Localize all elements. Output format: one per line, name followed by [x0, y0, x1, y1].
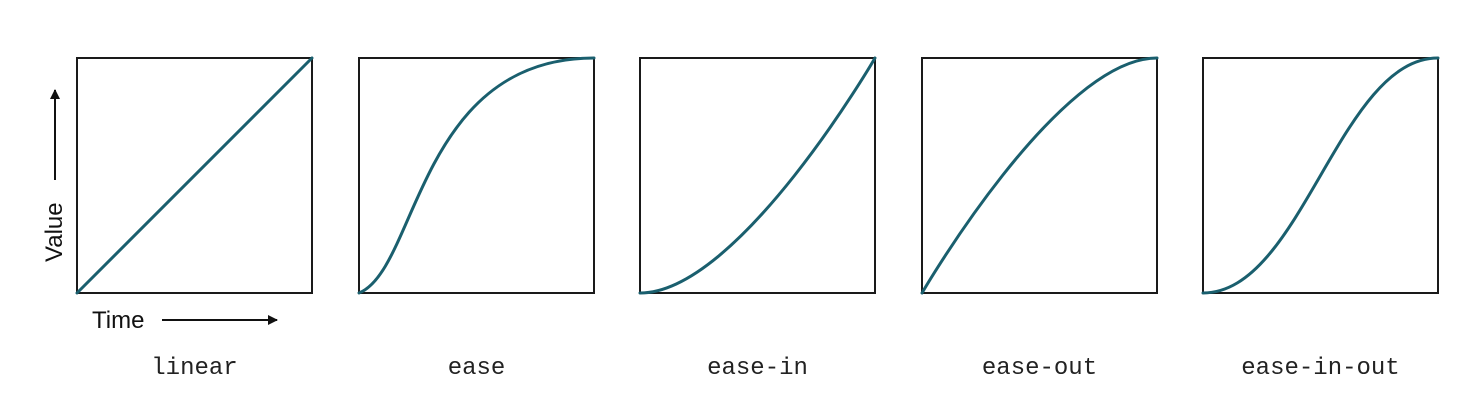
curve-caption: ease: [448, 355, 506, 382]
panel-linear: linear: [75, 56, 314, 382]
panel-ease-in: ease-in: [638, 56, 877, 382]
panel-frame: [76, 57, 313, 294]
curve-caption: ease-in-out: [1241, 355, 1399, 382]
panel-frame: [1202, 57, 1439, 294]
value-axis-label: Value: [41, 202, 68, 262]
panel-ease: ease: [357, 56, 596, 382]
easing-curve: [638, 56, 877, 295]
panel-frame: [358, 57, 595, 294]
curve-caption: ease-out: [982, 355, 1097, 382]
axis-annotations: Value Time: [41, 89, 278, 334]
panel-ease-in-out: ease-in-out: [1201, 56, 1440, 382]
easing-curve: [75, 56, 314, 295]
easing-curve: [1201, 56, 1440, 295]
easing-curve: [920, 56, 1159, 295]
panel-frame: [639, 57, 876, 294]
panel-ease-out: ease-out: [920, 56, 1159, 382]
time-axis-label: Time: [92, 307, 144, 334]
curve-caption: linear: [151, 355, 237, 382]
panel-frame: [921, 57, 1158, 294]
curve-caption: ease-in: [707, 355, 808, 382]
easing-curve: [357, 56, 596, 295]
